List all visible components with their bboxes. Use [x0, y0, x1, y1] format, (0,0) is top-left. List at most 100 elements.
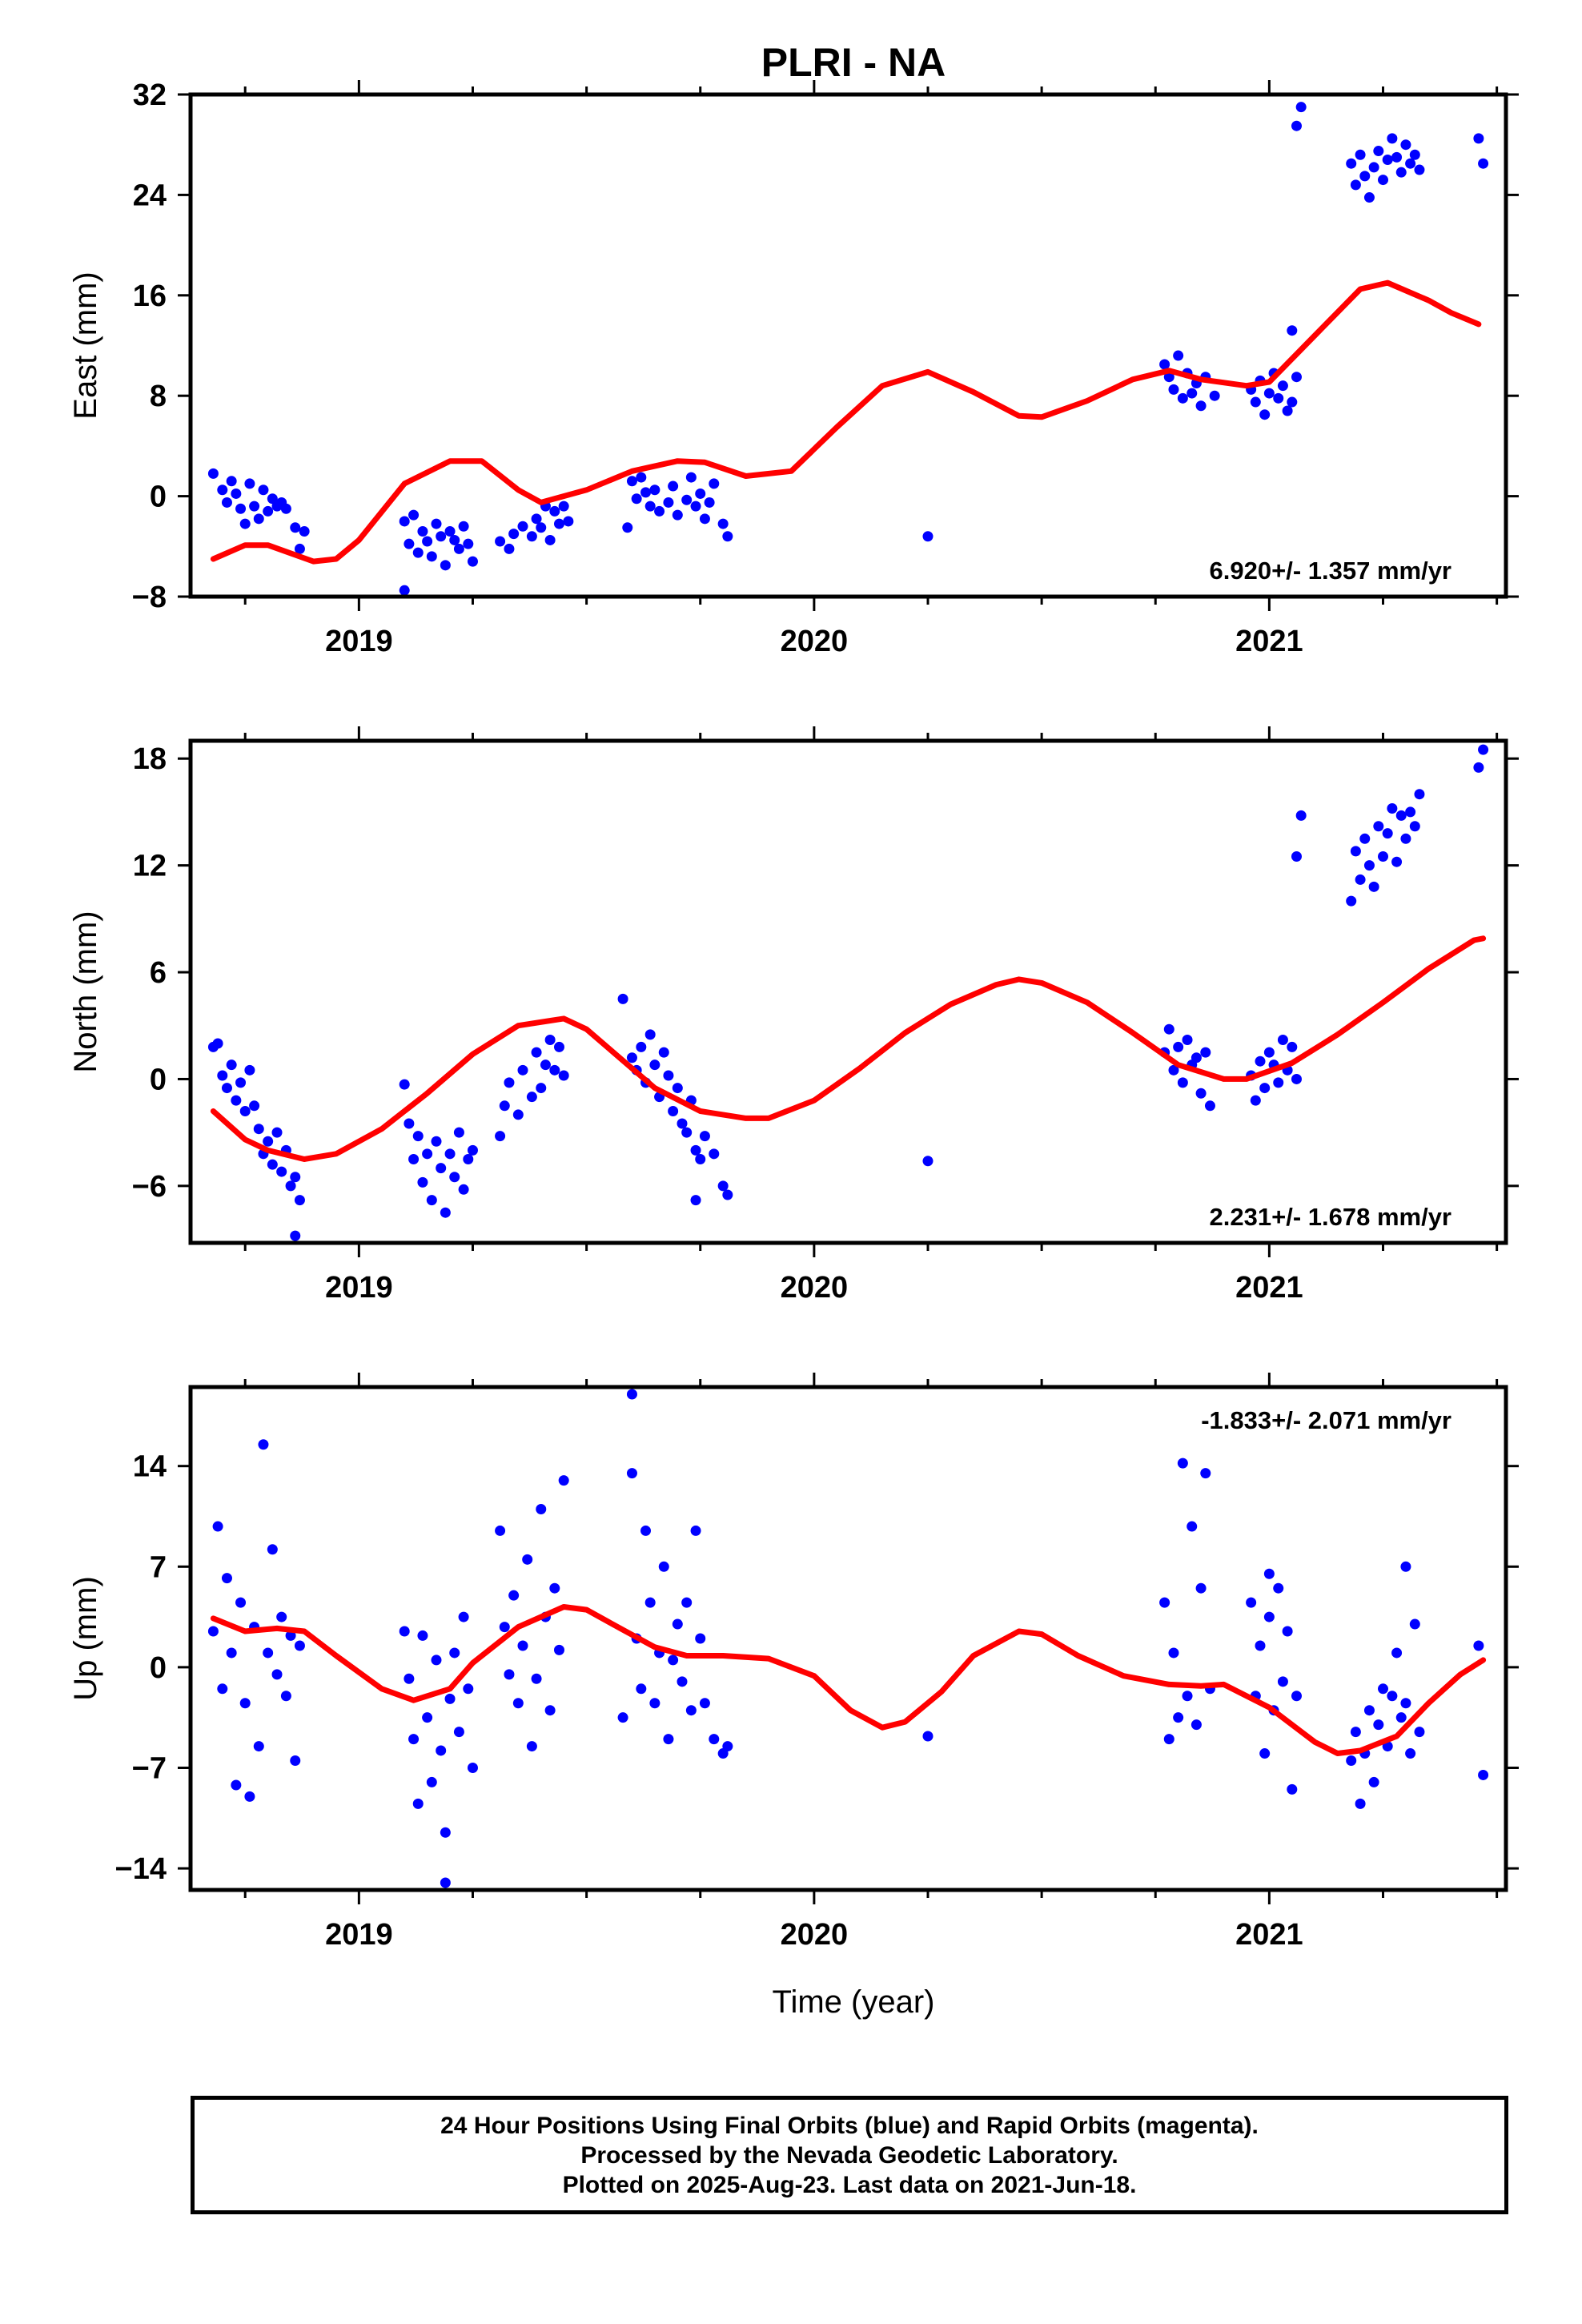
- data-point: [531, 1047, 542, 1058]
- data-point: [1378, 1683, 1389, 1695]
- y-tick-label: 8: [150, 380, 167, 413]
- model-curve: [210, 279, 1482, 565]
- data-point: [644, 501, 656, 512]
- data-point: [536, 1504, 547, 1515]
- data-point: [517, 1064, 528, 1076]
- data-point: [408, 509, 420, 521]
- data-point: [1263, 1047, 1275, 1058]
- data-point: [1355, 874, 1366, 885]
- data-point: [1273, 1582, 1284, 1594]
- y-tick-label: 0: [150, 1063, 167, 1096]
- data-point: [467, 1144, 478, 1156]
- data-point: [399, 1626, 410, 1637]
- data-point: [517, 521, 528, 532]
- data-point: [463, 1683, 474, 1695]
- data-point: [1368, 1776, 1379, 1787]
- caption-line-2: Processed by the Nevada Geodetic Laborat…: [580, 2141, 1118, 2169]
- data-point: [467, 556, 478, 567]
- data-point: [1378, 851, 1389, 862]
- data-point: [249, 1100, 260, 1112]
- data-point: [1350, 179, 1361, 191]
- data-point: [558, 1475, 569, 1486]
- data-point: [436, 1163, 447, 1174]
- data-point: [699, 1131, 710, 1142]
- data-point: [1382, 828, 1393, 839]
- model-curve: [210, 1604, 1487, 1756]
- data-point: [654, 505, 665, 517]
- panel-2: 2019 2020 2021 −6 0 6 12 18 North (mm) 2.231+/- 1…: [68, 726, 1519, 1305]
- data-point: [1163, 1734, 1174, 1745]
- data-point: [463, 538, 474, 549]
- data-point: [212, 1038, 223, 1049]
- model-curve: [210, 935, 1487, 1162]
- data-point: [244, 478, 255, 489]
- data-point: [663, 1734, 674, 1745]
- x-tick-label: 2019: [325, 1918, 393, 1952]
- data-point: [495, 1525, 506, 1536]
- data-point: [722, 1189, 733, 1200]
- data-point: [617, 1712, 628, 1723]
- data-point: [626, 1389, 637, 1400]
- data-point: [1177, 1077, 1188, 1088]
- data-point: [1277, 1035, 1288, 1046]
- data-point: [1387, 1691, 1398, 1702]
- data-point: [1350, 1727, 1361, 1738]
- x-tick-label: 2020: [781, 1271, 849, 1305]
- data-point: [431, 518, 442, 529]
- data-point: [217, 1683, 228, 1695]
- data-point: [1191, 1719, 1202, 1731]
- data-point: [244, 1791, 255, 1802]
- data-point: [399, 516, 410, 527]
- data-point: [1346, 895, 1357, 907]
- y-tick-label: 32: [133, 78, 167, 112]
- data-point: [626, 476, 637, 487]
- data-point: [649, 485, 661, 496]
- data-point: [1478, 1769, 1489, 1780]
- data-point: [681, 1127, 693, 1138]
- plot-frame: [188, 738, 1508, 1245]
- data-point: [685, 1705, 697, 1716]
- data-point: [1191, 1052, 1202, 1063]
- data-point: [231, 488, 242, 499]
- data-point: [690, 1525, 701, 1536]
- data-point: [294, 1640, 305, 1651]
- data-point: [258, 485, 269, 496]
- y-tick-label: −14: [115, 1852, 167, 1886]
- data-point: [426, 1195, 437, 1206]
- data-point: [1395, 1712, 1407, 1723]
- plot-frame: [188, 1385, 1508, 1892]
- data-points: [207, 102, 1489, 596]
- data-point: [690, 501, 701, 512]
- data-point: [512, 1698, 524, 1709]
- data-point: [617, 993, 628, 1004]
- data-point: [235, 503, 247, 514]
- data-point: [636, 1041, 647, 1052]
- y-tick-label: 6: [150, 956, 167, 990]
- data-point: [695, 1154, 706, 1164]
- data-point: [235, 1077, 247, 1088]
- data-point: [1159, 1597, 1170, 1608]
- data-point: [417, 1176, 428, 1188]
- data-point: [444, 1693, 456, 1704]
- data-point: [1295, 102, 1307, 113]
- data-point: [436, 531, 447, 542]
- data-point: [668, 1105, 679, 1116]
- data-point: [690, 1195, 701, 1206]
- data-point: [526, 531, 537, 542]
- data-point: [271, 1127, 283, 1138]
- data-point: [263, 1647, 274, 1659]
- data-point: [444, 1148, 456, 1160]
- data-point: [922, 531, 934, 542]
- data-point: [290, 522, 301, 533]
- data-point: [1204, 1100, 1215, 1112]
- data-point: [404, 538, 415, 549]
- y-tick-label: 0: [150, 1651, 167, 1685]
- data-point: [672, 1618, 683, 1630]
- data-point: [221, 1083, 232, 1094]
- data-point: [1409, 1618, 1420, 1630]
- data-point: [553, 518, 564, 529]
- data-point: [512, 1109, 524, 1120]
- data-point: [922, 1731, 934, 1742]
- data-point: [290, 1755, 301, 1767]
